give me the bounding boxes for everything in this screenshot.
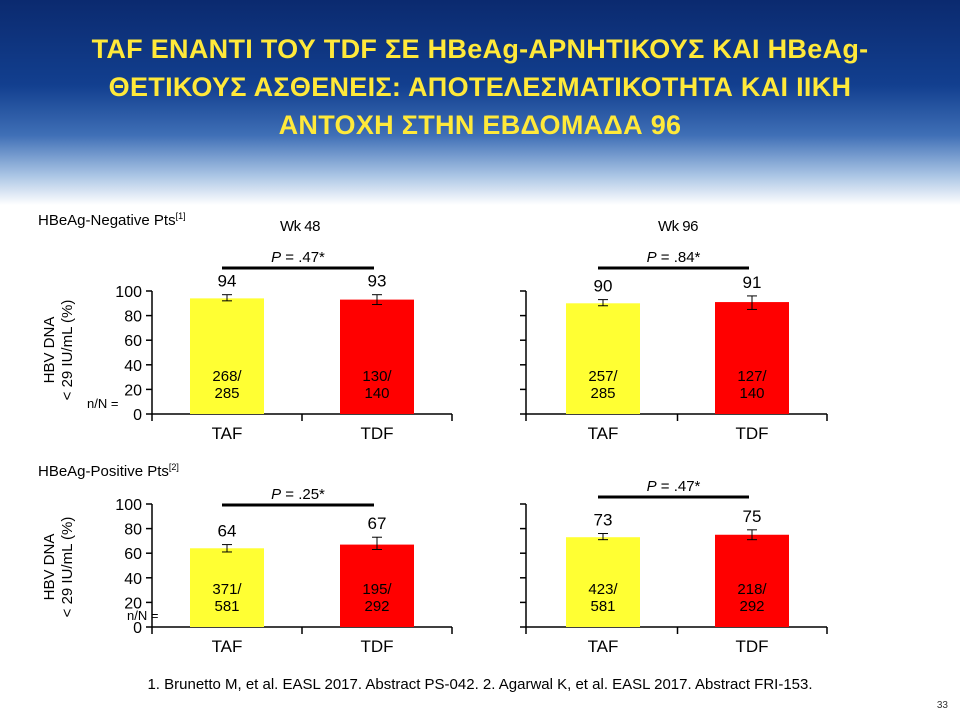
p-value-label: P = .84* (647, 249, 701, 266)
nN-value: 423/581 (588, 581, 618, 615)
y-tick-label: 0 (133, 620, 142, 637)
bar-taf (566, 537, 640, 627)
page-number: 33 (936, 700, 948, 711)
p-value-label: P = .47* (271, 249, 325, 266)
chart-panel-2: 90 257/285 TAF 91 127/140 TDF P = .84* (520, 249, 828, 443)
category-label: TAF (212, 637, 243, 656)
bar-tdf (340, 299, 414, 414)
nN-value: 268/285 (212, 368, 242, 402)
y-tick-label: 80 (124, 309, 142, 326)
category-label: TDF (735, 424, 768, 443)
y-tick-label: 60 (124, 333, 142, 350)
category-label: TAF (588, 637, 619, 656)
y-tick-label: 40 (124, 358, 142, 375)
y-tick-label: 100 (115, 497, 142, 514)
p-value-label: P = .47* (647, 478, 701, 495)
title-line-1: TAF ΕΝΑΝΤΙ ΤΟΥ TDF ΣΕ HBeAg-ΑΡΝΗΤΙΚΟΥΣ Κ… (91, 34, 869, 64)
row-label-positive: HBeAg-Positive Pts[2] (38, 462, 179, 480)
value-label: 64 (218, 522, 237, 541)
bar-taf (566, 303, 640, 414)
category-label: TDF (360, 637, 393, 656)
nN-value: 218/292 (737, 581, 767, 615)
p-value-label: P = .25* (271, 486, 325, 503)
nN-label-top: n/N = (87, 396, 118, 411)
category-label: TAF (588, 424, 619, 443)
nN-value: 371/581 (212, 581, 242, 615)
y-axis-title-top: HBV DNA < 29 IU/mL (%) (41, 300, 76, 401)
value-label: 90 (594, 277, 613, 296)
y-axis-title-line2: < 29 IU/mL (%) (59, 517, 76, 618)
nN-value: 127/140 (737, 368, 767, 402)
category-label: TAF (212, 424, 243, 443)
bar-tdf (340, 544, 414, 627)
col-label-wk96: Wk 96 (658, 218, 698, 235)
bar-tdf (715, 302, 789, 414)
chart-panel-4: 73 423/581 TAF 75 218/292 TDF P = .47* (520, 478, 828, 656)
y-axis-title-line1: HBV DNA (41, 534, 58, 601)
bar-taf (190, 548, 264, 627)
value-label: 73 (594, 511, 613, 530)
y-axis-title-line1: HBV DNA (41, 317, 58, 384)
value-label: 91 (743, 273, 762, 292)
nN-value: 257/285 (588, 368, 618, 402)
y-tick-label: 20 (124, 382, 142, 399)
y-tick-label: 40 (124, 571, 142, 588)
y-tick-label: 100 (115, 284, 142, 301)
value-label: 67 (368, 514, 387, 533)
nN-value: 130/140 (362, 368, 392, 402)
bar-tdf (715, 534, 789, 627)
y-tick-label: 80 (124, 522, 142, 539)
category-label: TDF (360, 424, 393, 443)
y-axis-title-bottom: HBV DNA < 29 IU/mL (%) (41, 517, 76, 618)
value-label: 93 (368, 272, 387, 291)
category-label: TDF (735, 637, 768, 656)
slide-title: TAF ΕΝΑΝΤΙ ΤΟΥ TDF ΣΕ HBeAg-ΑΡΝΗΤΙΚΟΥΣ Κ… (20, 30, 940, 144)
nN-label-bottom: n/N = (127, 608, 158, 623)
bar-taf (190, 298, 264, 414)
y-tick-label: 0 (133, 407, 142, 424)
y-tick-label: 60 (124, 546, 142, 563)
nN-value: 195/292 (362, 581, 392, 615)
row-label-negative: HBeAg-Negative Pts[1] (38, 211, 186, 229)
value-label: 75 (743, 507, 762, 526)
col-label-wk48: Wk 48 (280, 218, 320, 235)
title-line-2: ΘΕΤΙΚΟΥΣ ΑΣΘΕΝΕΙΣ: ΑΠΟΤΕΛΕΣΜΑΤΙΚΟΤΗΤΑ ΚΑ… (108, 72, 852, 102)
y-tick-label: 20 (124, 595, 142, 612)
y-axis-title-line2: < 29 IU/mL (%) (59, 300, 76, 401)
chart-panels: 0 20 40 60 80 100 94 268/285 TAF 93 130/140 TDF P = … (115, 249, 828, 656)
title-line-3: ΑΝΤΟΧΗ ΣΤΗΝ ΕΒΔΟΜΑΔΑ 96 (278, 110, 682, 140)
value-label: 94 (218, 272, 237, 291)
chart-panel-1: 0 20 40 60 80 100 94 268/285 TAF 93 130/140 TDF P = … (115, 249, 453, 443)
footnote: 1. Brunetto M, et al. EASL 2017. Abstrac… (147, 676, 813, 693)
chart-panel-3: 0 20 40 60 80 100 64 371/581 TAF 67 195/292 TDF P = … (115, 486, 453, 656)
